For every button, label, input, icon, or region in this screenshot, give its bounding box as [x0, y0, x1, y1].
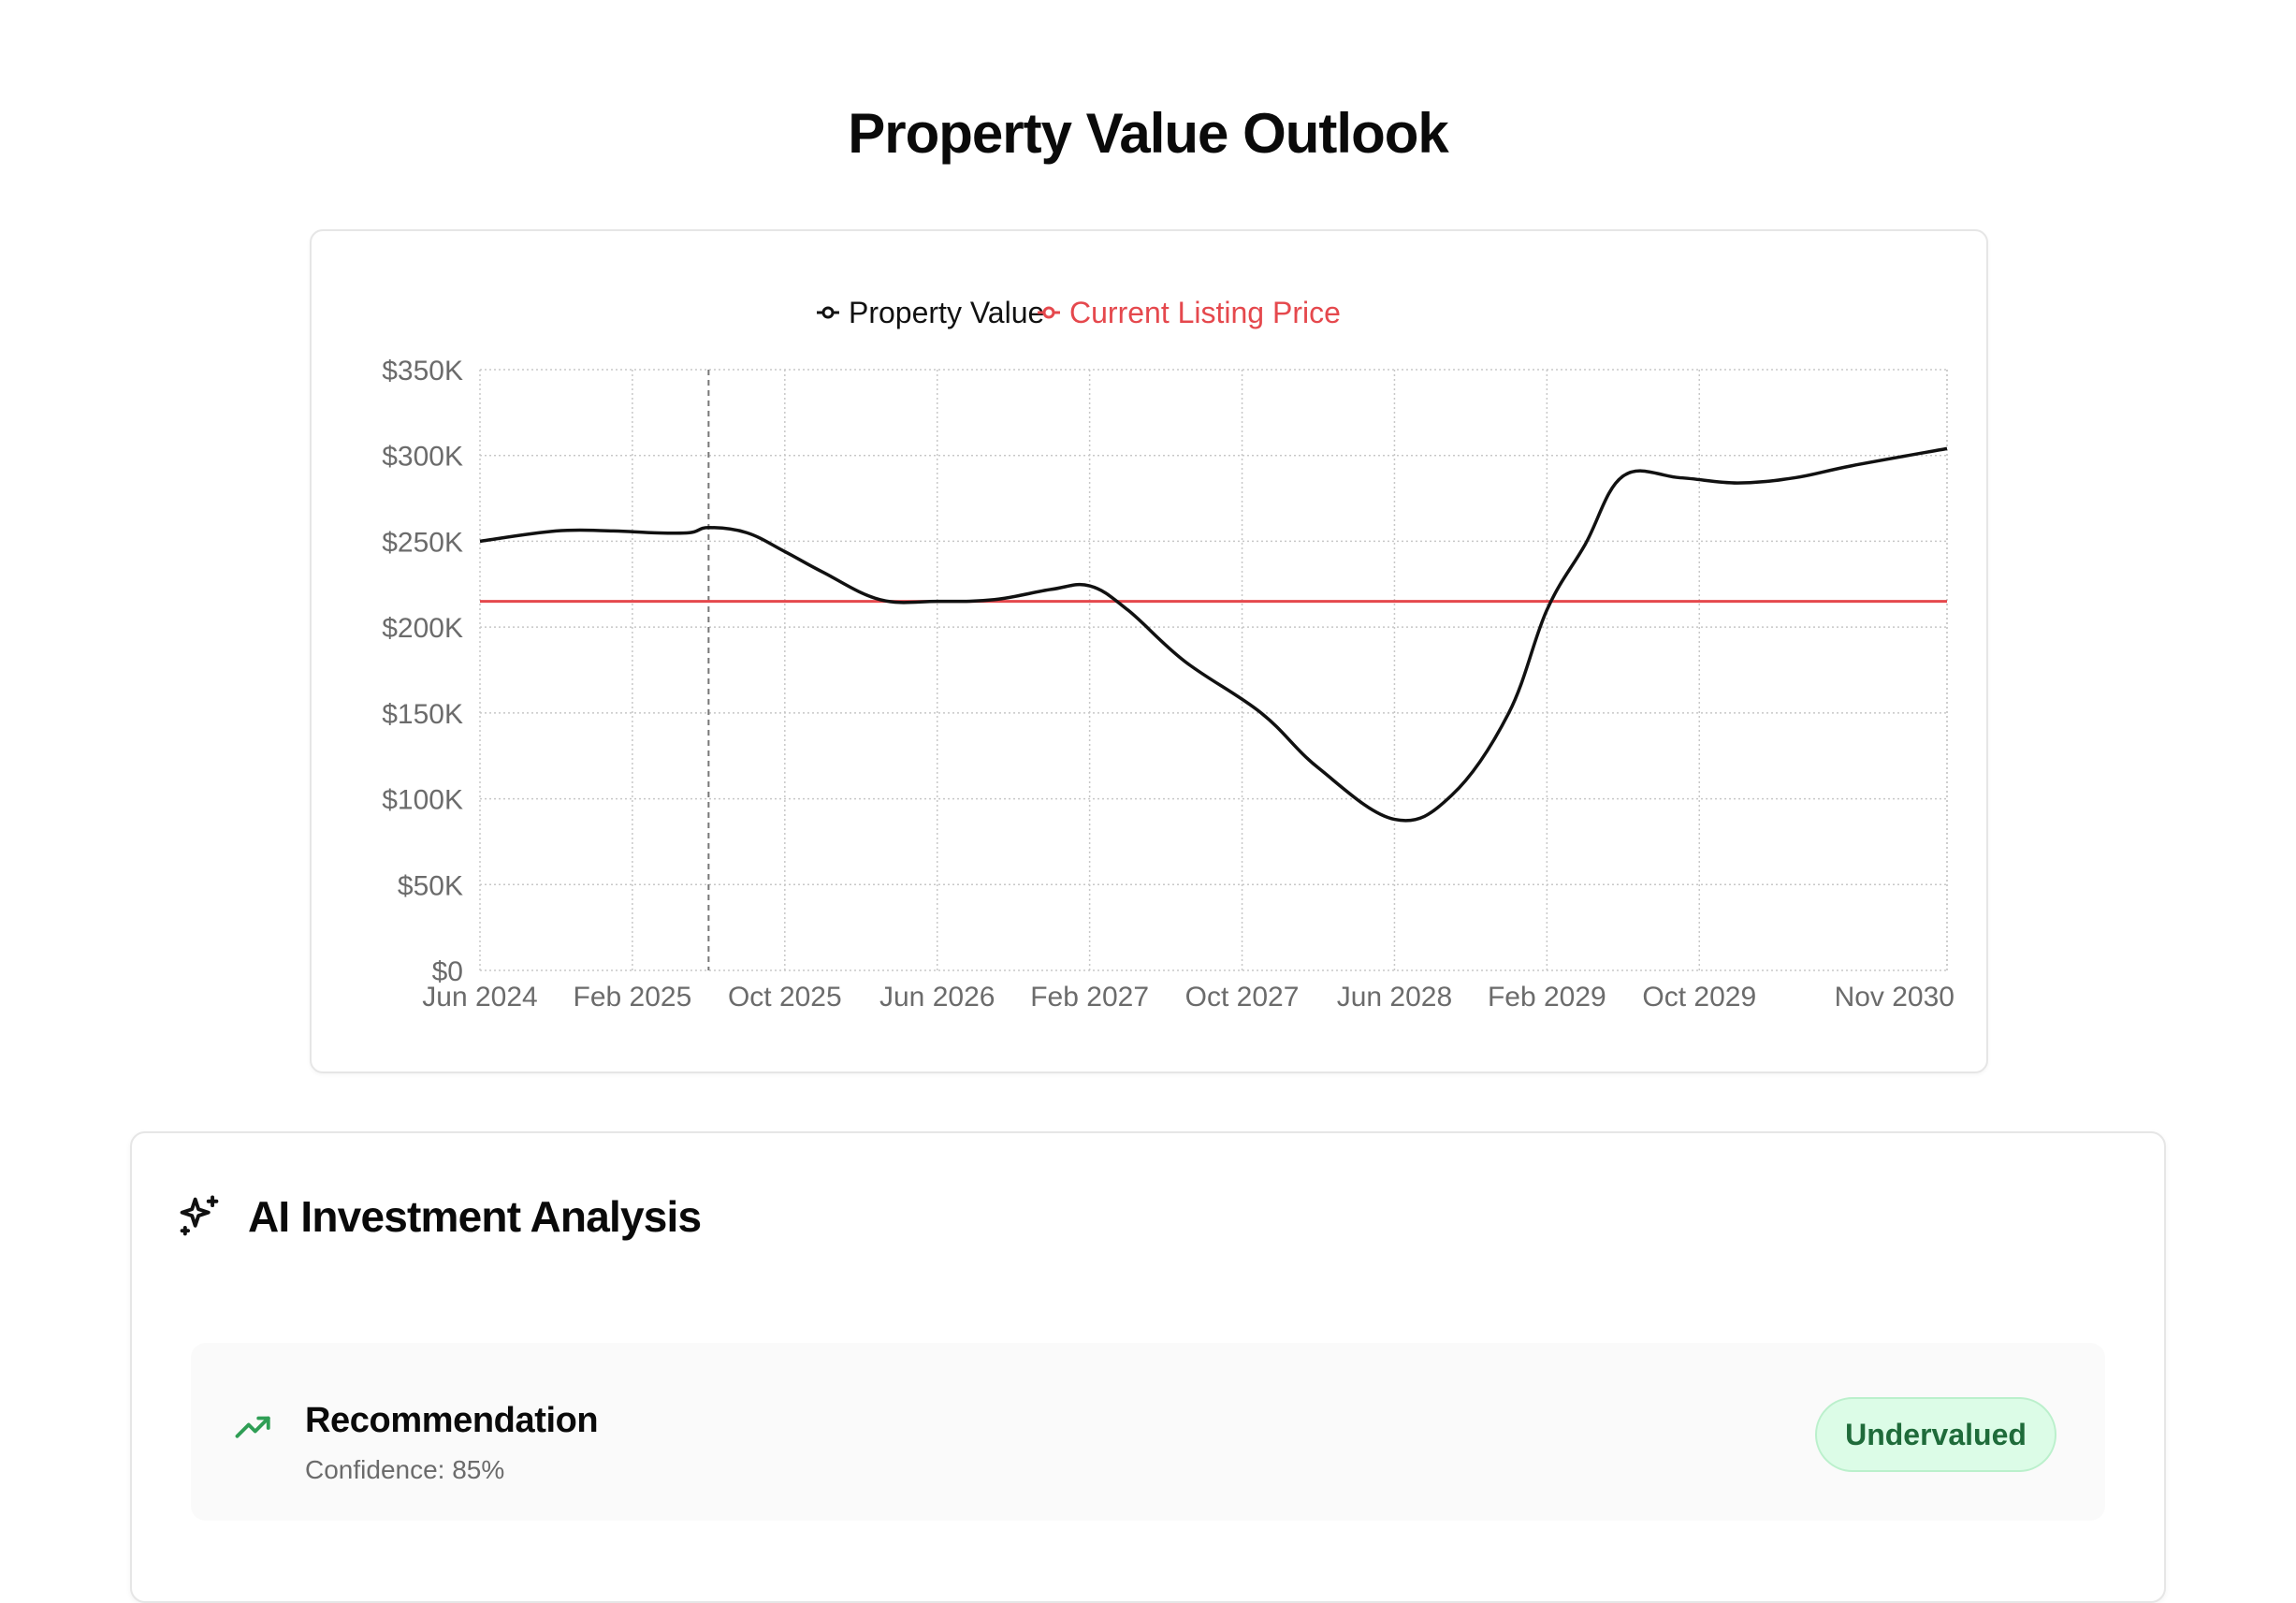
property-value-chart: $0 $50K $100K $150K $200K $250K $300K $350K Jun…	[382, 296, 1955, 1013]
x-tick-label: Nov 2030	[1835, 982, 1955, 1013]
x-tick-label: Feb 2029	[1488, 982, 1606, 1013]
ai-analysis-header: AI Investment Analysis	[175, 1184, 702, 1249]
x-tick-label: Feb 2025	[574, 982, 692, 1013]
y-tick-label: $350K	[382, 356, 463, 386]
legend-item-property-value[interactable]: Property Value	[817, 296, 1044, 329]
y-tick-label: $150K	[382, 699, 463, 730]
status-badge: Undervalued	[1815, 1397, 2056, 1472]
ai-analysis-card: AI Investment Analysis Recommendation Co…	[130, 1131, 2166, 1603]
x-tick-label: Jun 2028	[1337, 982, 1452, 1013]
x-tick-label: Jun 2026	[879, 982, 995, 1013]
legend-item-current-listing-price[interactable]: Current Listing Price	[1038, 296, 1341, 329]
y-tick-label: $300K	[382, 442, 463, 473]
chart-legend[interactable]: Property Value Current Listing Price	[817, 296, 1341, 329]
legend-swatch-marker	[1042, 306, 1055, 319]
y-tick-label: $0	[432, 956, 463, 987]
ai-analysis-title: AI Investment Analysis	[248, 1192, 702, 1241]
y-tick-label: $100K	[382, 785, 463, 816]
x-tick-label: Oct 2025	[728, 982, 842, 1013]
y-tick-label: $50K	[398, 870, 463, 901]
legend-swatch-marker	[821, 306, 835, 319]
y-tick-label: $250K	[382, 527, 463, 558]
x-axis-ticks: Jun 2024 Feb 2025 Oct 2025 Jun 2026 Feb 2027…	[422, 982, 1955, 1013]
legend-label: Current Listing Price	[1069, 296, 1341, 329]
legend-label: Property Value	[849, 296, 1044, 329]
trending-up-icon	[235, 1416, 270, 1438]
chart-grid	[479, 369, 1948, 971]
recommendation-label: Recommendation	[305, 1401, 599, 1440]
x-tick-label: Feb 2027	[1030, 982, 1149, 1013]
recommendation-panel: Recommendation Confidence: 85% Undervalu…	[191, 1343, 2105, 1521]
y-axis-ticks: $0 $50K $100K $150K $200K $250K $300K $350K	[382, 356, 463, 987]
y-tick-label: $200K	[382, 613, 463, 644]
confidence-text: Confidence: 85%	[305, 1455, 505, 1484]
chart-series	[479, 370, 1948, 970]
x-tick-label: Jun 2024	[422, 982, 537, 1013]
x-tick-label: Oct 2027	[1185, 982, 1300, 1013]
series-line-property-value	[479, 446, 1948, 823]
x-tick-label: Oct 2029	[1642, 982, 1756, 1013]
chart-card: $0 $50K $100K $150K $200K $250K $300K $350K Jun…	[310, 229, 1988, 1073]
page-title: Property Value Outlook	[848, 102, 1449, 165]
sparkles-icon	[180, 1195, 219, 1236]
